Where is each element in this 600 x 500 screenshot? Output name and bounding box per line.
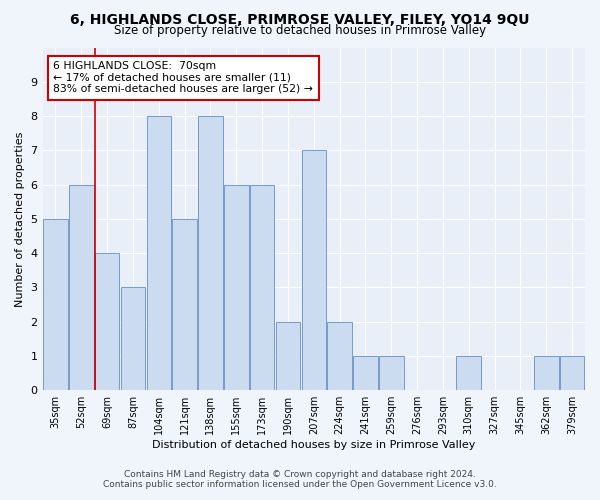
Text: 6 HIGHLANDS CLOSE:  70sqm
← 17% of detached houses are smaller (11)
83% of semi-: 6 HIGHLANDS CLOSE: 70sqm ← 17% of detach…: [53, 61, 313, 94]
Bar: [379, 356, 404, 390]
Bar: [198, 116, 223, 390]
Bar: [172, 219, 197, 390]
Bar: [560, 356, 584, 390]
Text: Size of property relative to detached houses in Primrose Valley: Size of property relative to detached ho…: [114, 24, 486, 37]
Text: 6, HIGHLANDS CLOSE, PRIMROSE VALLEY, FILEY, YO14 9QU: 6, HIGHLANDS CLOSE, PRIMROSE VALLEY, FIL…: [70, 12, 530, 26]
Bar: [43, 219, 68, 390]
Bar: [353, 356, 378, 390]
Bar: [328, 322, 352, 390]
Bar: [250, 184, 274, 390]
Bar: [275, 322, 300, 390]
Bar: [121, 288, 145, 390]
Bar: [534, 356, 559, 390]
Text: Contains HM Land Registry data © Crown copyright and database right 2024.
Contai: Contains HM Land Registry data © Crown c…: [103, 470, 497, 489]
Y-axis label: Number of detached properties: Number of detached properties: [15, 131, 25, 306]
Bar: [95, 253, 119, 390]
Bar: [69, 184, 94, 390]
Bar: [146, 116, 171, 390]
Bar: [224, 184, 248, 390]
X-axis label: Distribution of detached houses by size in Primrose Valley: Distribution of detached houses by size …: [152, 440, 475, 450]
Bar: [457, 356, 481, 390]
Bar: [302, 150, 326, 390]
